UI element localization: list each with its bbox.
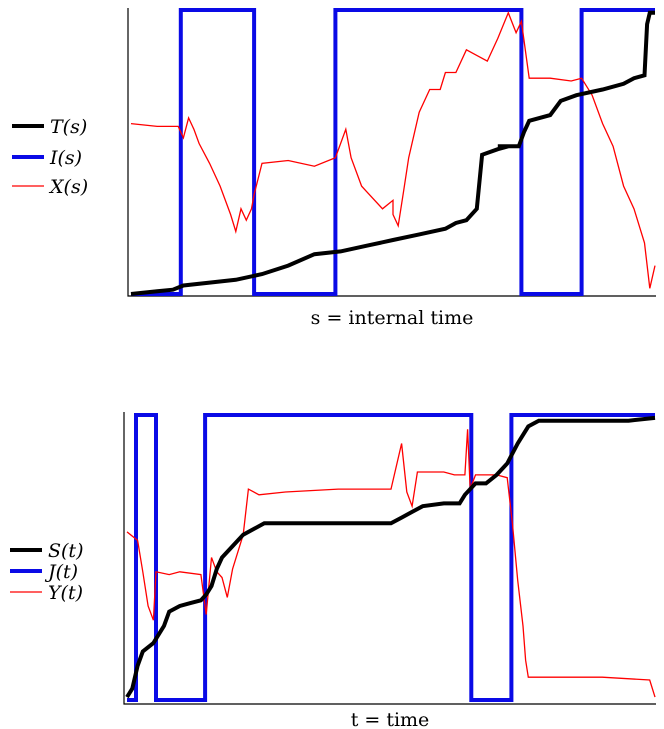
series-line-X	[130, 11, 656, 289]
series-line-Y	[126, 429, 656, 698]
series-line-T	[130, 10, 655, 296]
legend-label-Y: Y(t)	[48, 582, 83, 604]
legend-label-X: X(s)	[48, 176, 88, 198]
axis-frame-top	[127, 8, 656, 297]
legend-top: T(s) I(s) X(s)	[12, 116, 88, 198]
series-line-I	[131, 8, 655, 296]
legend-bottom: S(t) J(t) Y(t)	[10, 540, 83, 604]
series-group-top	[130, 8, 656, 296]
axis-frame-bottom	[123, 412, 656, 705]
legend-label-S: S(t)	[48, 540, 83, 562]
legend-label-J: J(t)	[44, 561, 78, 583]
x-axis-label-bottom: t = time	[351, 709, 430, 729]
series-line-J	[127, 413, 655, 702]
series-group-bottom	[125, 413, 656, 702]
legend-label-I: I(s)	[49, 147, 82, 169]
x-axis-label-top: s = internal time	[311, 307, 474, 329]
chart-bottom: S(t) J(t) Y(t) t = time	[10, 412, 656, 729]
series-line-S	[125, 415, 656, 699]
legend-label-T: T(s)	[50, 116, 87, 138]
chart-top: T(s) I(s) X(s) s = internal time	[12, 8, 656, 329]
